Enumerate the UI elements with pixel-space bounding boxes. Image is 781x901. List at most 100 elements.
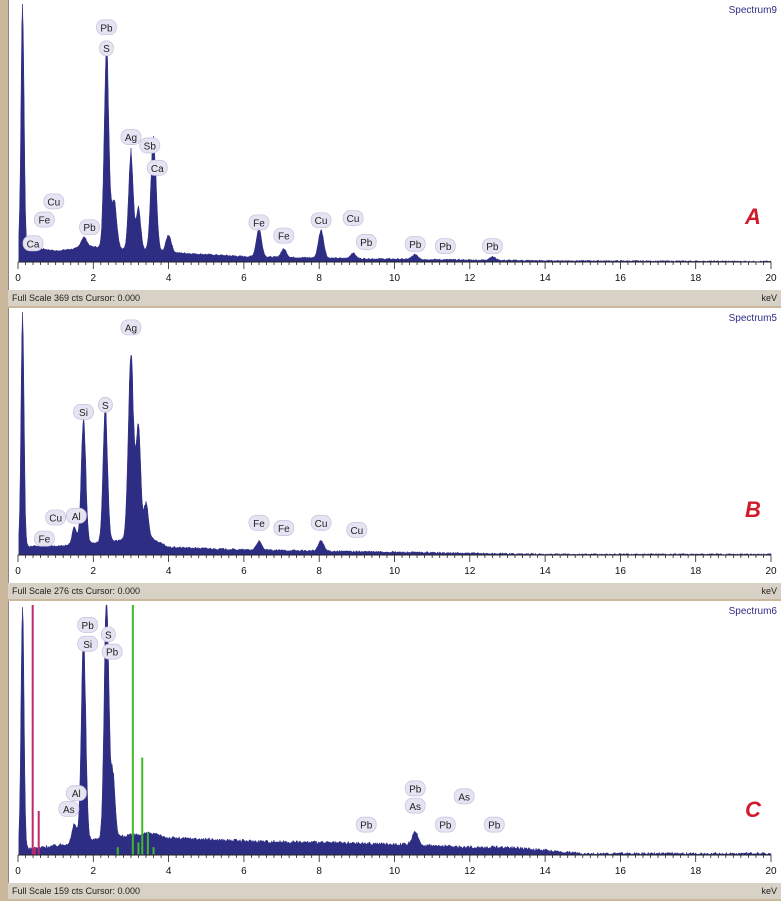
x-tick-label: 14 <box>540 273 552 284</box>
axis-unit-a: keV <box>761 293 777 303</box>
peak-label-si: Si <box>73 403 94 420</box>
x-tick-label: 2 <box>91 866 97 877</box>
x-tick-label: 6 <box>241 273 247 284</box>
peak-label-bubble <box>101 643 123 660</box>
x-tick-label: 16 <box>615 566 627 577</box>
peak-label-pb: Pb <box>355 234 377 250</box>
status-text-c: Full Scale 159 cts Cursor: 0.000 <box>12 886 141 896</box>
x-tick-label: 20 <box>765 866 777 877</box>
peak-label-bubble <box>273 520 295 536</box>
panel-letter-b: B <box>745 497 761 522</box>
peak-label-pb: Pb <box>434 816 456 833</box>
peak-label-bubble <box>79 219 100 236</box>
peak-label-bubble <box>43 193 65 210</box>
status-bar-a: Full Scale 369 cts Cursor: 0.000 keV <box>8 290 781 306</box>
peak-label-ag: Ag <box>120 129 142 145</box>
status-text-a: Full Scale 369 cts Cursor: 0.000 <box>12 293 141 303</box>
peak-label-text: Pb <box>486 242 499 253</box>
peak-label-sb: Sb <box>139 137 161 154</box>
peak-label-s: S <box>97 396 113 413</box>
x-tick-label: 14 <box>540 866 552 877</box>
peak-label-bubble <box>434 816 456 833</box>
peak-label-text: S <box>103 44 110 55</box>
spectrum-panel-a: 0 2 4 6 8 10 12 14 16 18 20 Pb S Ag Sb Ca Cu Fe Ca Pb Fe Fe Cu… <box>8 0 781 290</box>
peak-label-pb: Pb <box>77 617 99 633</box>
peak-label-bubble <box>120 319 142 336</box>
x-tick-label: 14 <box>540 566 552 577</box>
x-tick-label: 20 <box>765 566 777 577</box>
peak-label-text: Cu <box>347 214 360 225</box>
peak-label-text: Pb <box>409 784 422 795</box>
peak-label-bubble <box>100 626 116 643</box>
status-text-b: Full Scale 276 cts Cursor: 0.000 <box>12 586 141 596</box>
x-tick-label: 4 <box>166 273 172 284</box>
peak-label-pb: Pb <box>96 19 117 36</box>
peak-label-text: Ag <box>125 323 137 334</box>
peak-label-bubble <box>146 159 168 176</box>
peak-label-bubble <box>273 227 295 244</box>
peak-label-bubble <box>96 19 117 36</box>
peak-label-text: Fe <box>253 519 265 530</box>
x-tick-label: 18 <box>690 273 702 284</box>
peak-label-bubble <box>33 530 55 547</box>
x-tick-label: 20 <box>765 273 777 284</box>
peak-label-bubble <box>310 514 332 531</box>
peak-label-text: Pb <box>360 238 373 249</box>
peak-label-al: Al <box>65 785 87 802</box>
x-tick-label: 8 <box>316 273 322 284</box>
x-tick-label: 8 <box>316 866 322 877</box>
peak-label-text: Fe <box>39 535 51 546</box>
x-tick-label: 18 <box>690 866 702 877</box>
peak-label-bubble <box>404 236 426 252</box>
x-tick-label: 8 <box>316 566 322 577</box>
x-tick-label: 16 <box>615 866 627 877</box>
peak-label-as: As <box>58 801 80 817</box>
x-tick-label: 6 <box>241 866 247 877</box>
spectrum-area-b <box>18 311 772 556</box>
peak-label-text: Pb <box>409 240 422 251</box>
peak-label-text: Pb <box>360 821 373 832</box>
x-tick-label: 18 <box>690 566 702 577</box>
spectrum-area-a <box>18 3 772 263</box>
peak-label-text: As <box>63 805 75 816</box>
peak-label-bubble <box>120 129 142 145</box>
x-tick-label: 12 <box>464 273 476 284</box>
status-bar-c: Full Scale 159 cts Cursor: 0.000 keV <box>8 883 781 899</box>
peak-label-pb: Pb <box>483 816 505 833</box>
x-tick-label: 12 <box>464 566 476 577</box>
status-bar-b: Full Scale 276 cts Cursor: 0.000 keV <box>8 583 781 599</box>
peak-label-bubble <box>22 235 44 252</box>
peak-label-bubble <box>248 214 270 231</box>
peak-label-text: Fe <box>278 232 290 243</box>
peak-label-cu: Cu <box>43 193 65 210</box>
peak-label-text: Pb <box>106 648 119 659</box>
spectrum-chart-b: 0 2 4 6 8 10 12 14 16 18 20 Ag S Si Al Cu Fe Fe Fe Cu Cu Spec… <box>8 308 777 583</box>
spectrum-name-a: Spectrum9 <box>729 5 778 16</box>
peak-label-text: Sb <box>144 141 157 152</box>
peak-label-cu: Cu <box>310 212 332 229</box>
spectrum-name-c: Spectrum6 <box>729 606 778 617</box>
x-tick-label: 2 <box>91 566 97 577</box>
peak-label-bubble <box>483 816 505 833</box>
peak-label-text: Fe <box>39 216 51 227</box>
peak-label-text: Al <box>72 789 81 800</box>
peak-label-text: Cu <box>315 216 328 227</box>
peak-label-bubble <box>65 507 87 524</box>
peak-label-bubble <box>99 40 114 57</box>
peak-label-text: Al <box>72 512 81 523</box>
panel-letter-c: C <box>745 797 762 822</box>
peak-label-pb: Pb <box>434 238 456 255</box>
peak-label-fe: Fe <box>248 514 270 531</box>
peak-label-bubble <box>434 238 456 255</box>
peak-label-s: S <box>99 40 114 57</box>
peak-label-s: S <box>100 626 116 643</box>
peak-label-fe: Fe <box>273 520 295 536</box>
peak-label-bubble <box>45 509 67 526</box>
peak-label-bubble <box>77 635 99 652</box>
peak-label-cu: Cu <box>45 509 67 526</box>
x-tick-label: 4 <box>166 866 172 877</box>
x-tick-label: 12 <box>464 866 476 877</box>
peak-label-bubble <box>355 234 377 250</box>
peak-label-as: As <box>404 797 426 814</box>
peak-label-text: Si <box>79 408 88 419</box>
